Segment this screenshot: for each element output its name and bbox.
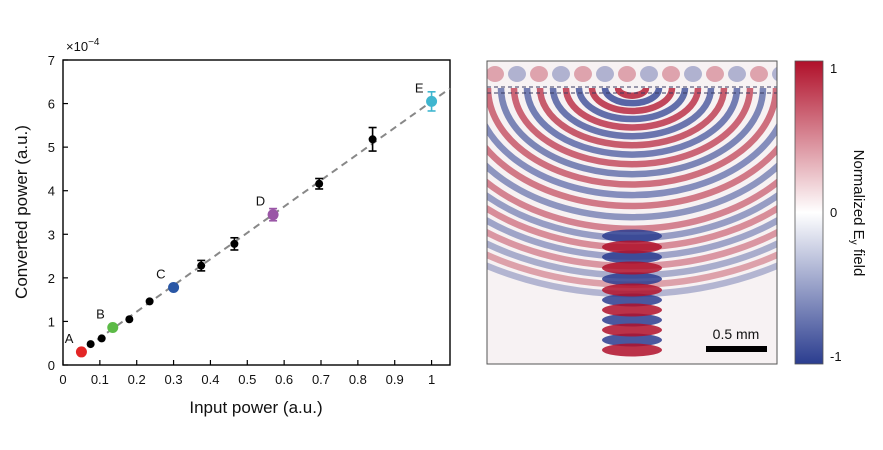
scale-bar: [706, 346, 767, 352]
data-point: D: [256, 194, 279, 222]
point-marker: [315, 179, 324, 188]
scale-bar-label: 0.5 mm: [713, 326, 760, 342]
field-map-panel: 0.5 mm 1 0 -1 Normalized Ey field: [486, 60, 867, 365]
x-tick-label: 0.1: [91, 372, 109, 387]
point-marker: [267, 209, 279, 221]
data-point: [315, 177, 324, 190]
point-label: A: [65, 331, 74, 346]
y-tick-label: 7: [48, 53, 55, 68]
data-point: B: [96, 307, 119, 334]
y-tick-label: 4: [48, 184, 55, 199]
point-marker: [145, 297, 154, 306]
colorbar-tick-mid: 0: [830, 205, 837, 220]
y-tick-label: 0: [48, 358, 55, 373]
data-point: [368, 126, 377, 152]
point-marker: [168, 281, 180, 293]
colorbar: [794, 60, 824, 365]
x-tick-label: 0.3: [165, 372, 183, 387]
point-label: E: [415, 80, 424, 95]
data-point: [145, 297, 154, 306]
y-axis: 0 1 2 3 4 5 6 7: [48, 53, 68, 373]
y-tick-label: 3: [48, 227, 55, 242]
field-map-border: [486, 60, 778, 365]
data-point: E: [415, 80, 438, 112]
point-label: B: [96, 307, 105, 322]
data-point: [97, 334, 106, 343]
data-points: A B C D E: [65, 80, 438, 358]
data-point: C: [156, 266, 180, 293]
y-tick-label: 6: [48, 97, 55, 112]
x-axis: 0 0.1 0.2 0.3 0.4 0.5 0.6 0.7 0.8 0.9 1: [59, 360, 435, 387]
point-marker: [368, 135, 377, 144]
point-marker: [230, 239, 239, 248]
data-point: A: [65, 331, 87, 358]
colorbar-tick-bottom: -1: [830, 349, 842, 364]
scatter-panel: 0 0.1 0.2 0.3 0.4 0.5 0.6 0.7 0.8 0.9 1 0 1 2 3 4 5 6 7 ×…: [12, 37, 451, 417]
y-axis-multiplier: ×10−4: [66, 37, 100, 54]
x-axis-title: Input power (a.u.): [189, 398, 322, 417]
x-tick-label: 0.2: [128, 372, 146, 387]
data-point: [125, 315, 134, 324]
x-tick-label: 0.6: [275, 372, 293, 387]
data-point: [86, 340, 95, 349]
point-marker: [197, 261, 206, 270]
y-axis-title: Converted power (a.u.): [12, 125, 31, 299]
field-map: [487, 61, 777, 364]
point-label: D: [256, 194, 265, 209]
data-point: [197, 259, 206, 272]
plot-area: [62, 59, 451, 366]
point-marker: [125, 315, 134, 324]
x-tick-label: 0.8: [349, 372, 367, 387]
x-tick-label: 0.7: [312, 372, 330, 387]
y-tick-label: 5: [48, 140, 55, 155]
y-tick-label: 1: [48, 314, 55, 329]
colorbar-label: Normalized Ey field: [848, 150, 867, 277]
x-tick-label: 0: [59, 372, 66, 387]
x-tick-label: 1: [428, 372, 435, 387]
x-tick-label: 0.4: [201, 372, 219, 387]
y-tick-label: 2: [48, 271, 55, 286]
x-tick-label: 0.9: [386, 372, 404, 387]
point-label: C: [156, 266, 165, 281]
point-marker: [86, 340, 95, 349]
point-marker: [107, 322, 119, 334]
point-marker: [97, 334, 106, 343]
colorbar-tick-top: 1: [830, 61, 837, 76]
fit-line: [77, 87, 451, 355]
x-tick-label: 0.5: [238, 372, 256, 387]
point-marker: [75, 346, 87, 358]
data-point: [230, 236, 239, 251]
point-marker: [426, 95, 438, 107]
